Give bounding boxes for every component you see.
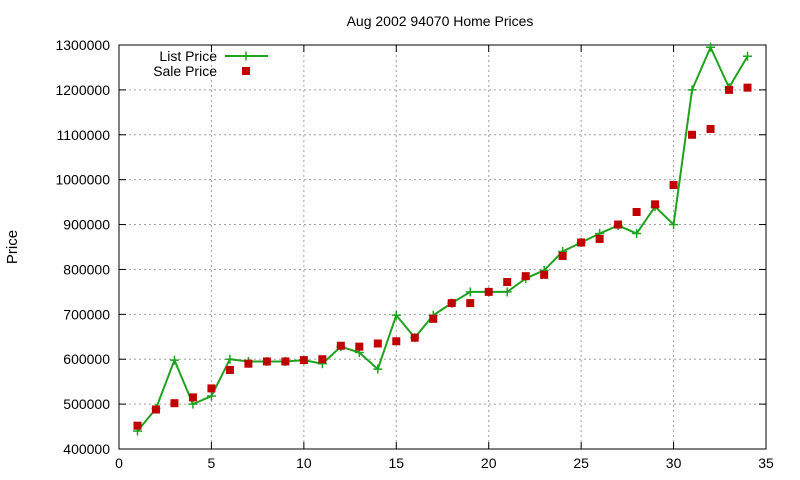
plot-frame xyxy=(118,44,767,450)
sale-price-point xyxy=(447,299,456,308)
list-price-point xyxy=(225,354,235,364)
y-tick-label: 400000 xyxy=(63,441,110,457)
sale-price-point xyxy=(632,207,641,216)
list-price-point xyxy=(169,355,179,365)
sale-price-point xyxy=(170,399,179,408)
sale-price-point xyxy=(151,405,160,414)
y-tick-label: 1000000 xyxy=(55,172,110,188)
x-axis-tick-labels: 0 5 10 15 20 25 30 35 xyxy=(115,455,774,471)
list-price-point xyxy=(465,287,475,297)
series-layer xyxy=(132,42,753,436)
y-tick-label: 500000 xyxy=(63,396,110,412)
sale-price-point xyxy=(133,421,142,430)
sale-price-point xyxy=(281,357,290,366)
list-price-point xyxy=(373,364,383,374)
x-tick-label: 30 xyxy=(666,455,682,471)
sale-price-point xyxy=(614,220,623,229)
legend-label-list-price: List Price xyxy=(159,48,217,64)
x-tick-label: 20 xyxy=(481,455,497,471)
gridlines xyxy=(119,45,766,449)
sale-price-point xyxy=(244,359,253,368)
y-tick-label: 1200000 xyxy=(55,82,110,98)
x-tick-label: 25 xyxy=(573,455,589,471)
legend-swatch-list-price xyxy=(241,51,251,61)
y-tick-label: 1100000 xyxy=(57,127,111,143)
sale-price-point xyxy=(743,83,752,92)
x-tick-label: 15 xyxy=(388,455,404,471)
sale-price-point xyxy=(540,270,549,279)
sale-price-point xyxy=(262,357,271,366)
y-tick-label: 800000 xyxy=(63,261,110,277)
x-tick-label: 35 xyxy=(758,455,774,471)
sale-price-point xyxy=(188,393,197,402)
legend: List Price Sale Price xyxy=(153,48,268,79)
sale-price-point xyxy=(392,337,401,346)
sale-price-point xyxy=(225,365,234,374)
sale-price-point xyxy=(503,278,512,287)
axis-ticks xyxy=(118,44,767,450)
list-price-point xyxy=(669,220,679,230)
x-tick-label: 0 xyxy=(115,455,123,471)
sale-price-point xyxy=(484,287,493,296)
sale-price-point xyxy=(355,342,364,351)
sale-price-point xyxy=(651,200,660,209)
list-price-point xyxy=(502,287,512,297)
list-price-point xyxy=(706,42,716,52)
sale-price-point xyxy=(669,181,678,190)
sale-price-point xyxy=(558,251,567,260)
y-tick-label: 700000 xyxy=(63,306,110,322)
list-price-point xyxy=(391,310,401,320)
sale-price-point xyxy=(429,314,438,323)
list-price-point xyxy=(743,51,753,61)
y-tick-label: 600000 xyxy=(63,351,110,367)
sale-price-point xyxy=(410,333,419,342)
list-price-line xyxy=(136,46,749,432)
sale-price-point xyxy=(373,339,382,348)
sale-price-point xyxy=(706,124,715,133)
sale-price-point xyxy=(207,384,216,393)
list-price-point xyxy=(206,391,216,401)
sale-price-point xyxy=(595,234,604,243)
chart-title: Aug 2002 94070 Home Prices xyxy=(347,13,534,29)
sale-price-point xyxy=(299,356,308,365)
sale-price-point xyxy=(688,130,697,139)
sale-price-point xyxy=(725,85,734,94)
sale-price-point xyxy=(466,299,475,308)
sale-price-point xyxy=(318,355,327,364)
y-tick-label: 1300000 xyxy=(55,37,110,53)
list-price-point xyxy=(632,229,642,239)
legend-label-sale-price: Sale Price xyxy=(153,63,217,79)
y-axis-tick-labels: 400000 500000 600000 700000 800000 900000 1000… xyxy=(55,37,110,457)
sale-price-point xyxy=(577,238,586,247)
x-tick-label: 10 xyxy=(296,455,312,471)
sale-price-point xyxy=(521,272,530,281)
y-tick-label: 900000 xyxy=(63,217,110,233)
list-price-point xyxy=(687,85,697,95)
x-tick-label: 5 xyxy=(208,455,216,471)
sale-price-point xyxy=(336,341,345,350)
y-axis-label: Price xyxy=(4,230,21,264)
legend-swatch-sale-price xyxy=(242,67,250,75)
